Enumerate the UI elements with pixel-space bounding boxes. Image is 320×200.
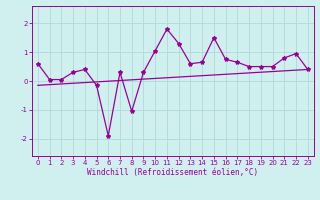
X-axis label: Windchill (Refroidissement éolien,°C): Windchill (Refroidissement éolien,°C): [87, 168, 258, 177]
